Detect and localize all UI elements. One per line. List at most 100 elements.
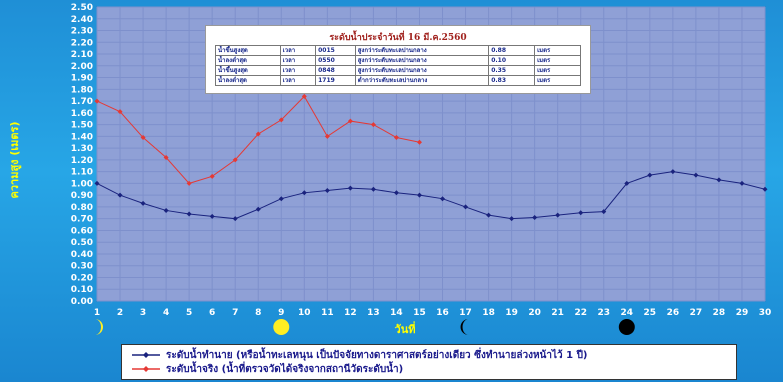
x-axis-title: วันที่: [395, 321, 416, 336]
x-tick-label: 1: [94, 308, 100, 318]
data-point: [762, 186, 768, 192]
x-tick-label: 9: [278, 308, 284, 318]
x-tick-label: 8: [255, 308, 261, 318]
data-point: [278, 196, 284, 202]
x-tick-label: 3: [140, 308, 146, 318]
x-tick-label: 18: [482, 308, 495, 318]
x-tick-label: 6: [209, 308, 215, 318]
data-point: [117, 109, 123, 115]
data-point: [393, 135, 399, 141]
table-cell: เมตร: [534, 55, 581, 66]
data-point: [532, 215, 538, 221]
y-tick-label: 0.30: [71, 262, 93, 272]
x-tick-label: 27: [690, 308, 703, 318]
data-point: [624, 180, 630, 186]
table-cell: เวลา: [279, 75, 317, 86]
moon-phase-markers: [95, 319, 635, 335]
table-cell: สูงกว่าระดับทะเลปานกลาง: [354, 45, 490, 56]
data-point: [94, 180, 100, 186]
table-cell: 0015: [315, 45, 356, 56]
table-cell: น้ำลงต่ำสุด: [215, 75, 281, 86]
data-point: [232, 157, 238, 163]
y-tick-label: 1.60: [71, 109, 93, 119]
y-tick-label: 0.70: [71, 215, 93, 225]
data-point: [393, 190, 399, 196]
new-moon-icon: [618, 319, 635, 335]
data-point: [440, 196, 446, 202]
data-point: [716, 177, 722, 183]
data-point: [347, 118, 353, 124]
x-tick-label: 15: [413, 308, 426, 318]
data-point: [463, 204, 469, 210]
table-cell: เมตร: [534, 75, 581, 86]
y-tick-label: 0.90: [71, 191, 93, 201]
data-point: [693, 172, 699, 178]
y-tick-label: 0.10: [71, 285, 93, 295]
y-tick-label: 1.30: [71, 144, 93, 154]
y-tick-label: 2.20: [71, 38, 93, 48]
y-tick-label: 1.00: [71, 179, 93, 189]
x-tick-label: 5: [186, 308, 192, 318]
y-tick-label: 2.00: [71, 62, 93, 72]
table-cell: 0.10: [488, 55, 536, 66]
x-tick-label: 28: [713, 308, 726, 318]
data-point: [163, 207, 169, 213]
table-cell: ต่ำกว่าระดับทะเลปานกลาง: [354, 75, 490, 86]
data-point: [255, 131, 261, 137]
y-tick-label: 0.60: [71, 226, 93, 236]
data-point: [232, 216, 238, 222]
x-tick-label: 22: [574, 308, 587, 318]
y-tick-label: 1.70: [71, 97, 93, 107]
table-row: น้ำขึ้นสูงสุด เวลา 0015 สูงกว่าระดับทะเลปาน…: [215, 45, 581, 56]
table-row: น้ำลงต่ำสุด เวลา 1719 ต่ำกว่าระดับทะเลปานกล…: [215, 75, 581, 86]
data-point: [186, 211, 192, 217]
data-point: [301, 93, 307, 99]
data-point: [186, 180, 192, 186]
y-tick-label: 0.00: [71, 297, 93, 307]
data-point: [209, 213, 215, 219]
tide-table-title: ระดับน้ำประจำวันที่ 16 มี.ค.2560: [329, 33, 467, 43]
y-axis-title: ความสูง (เมตร): [8, 122, 22, 199]
data-point: [555, 212, 561, 218]
legend-marker-predicted: [132, 352, 160, 358]
x-tick-label: 11: [321, 308, 334, 318]
x-tick-label: 25: [644, 308, 657, 318]
x-tick-label: 24: [621, 308, 634, 318]
table-cell: สูงกว่าระดับทะเลปานกลาง: [354, 55, 490, 66]
table-cell: น้ำลงต่ำสุด: [215, 55, 281, 66]
data-point: [509, 216, 515, 222]
table-cell: สูงกว่าระดับทะเลปานกลาง: [354, 65, 490, 76]
y-tick-label: 0.50: [71, 238, 93, 248]
x-tick-label: 10: [298, 308, 311, 318]
full-moon-icon: [273, 319, 290, 335]
data-point: [370, 186, 376, 192]
y-axis-ticks: 0.00 0.10 0.200.30 0.40 0.50 0.600.70 0.80 0.90…: [71, 3, 93, 307]
y-tick-label: 1.20: [71, 156, 93, 166]
data-point: [370, 122, 376, 128]
y-tick-label: 0.40: [71, 250, 93, 260]
table-cell: เวลา: [279, 65, 317, 76]
data-point: [209, 173, 215, 179]
legend-marker-actual: [132, 366, 160, 372]
data-point: [324, 187, 330, 193]
table-cell: เวลา: [279, 55, 317, 66]
x-tick-label: 21: [551, 308, 564, 318]
data-point: [94, 98, 100, 104]
y-tick-label: 2.50: [71, 3, 93, 13]
data-point: [416, 139, 422, 145]
x-tick-label: 23: [597, 308, 610, 318]
x-axis-ticks: 1 2 3 4 5 6 7 8 9 10 11 12 13 14 15 16 17 18 19 20 21 22 23 24 2…: [94, 308, 771, 318]
series-line-predicted: [96, 171, 766, 220]
table-row: น้ำลงต่ำสุด เวลา 0550 สูงกว่าระดับทะเลปานกล…: [215, 55, 581, 66]
x-tick-label: 2: [117, 308, 123, 318]
table-cell: น้ำขึ้นสูงสุด: [215, 45, 281, 56]
x-tick-label: 26: [667, 308, 680, 318]
x-tick-label: 12: [344, 308, 357, 318]
first-quarter-moon-icon: [95, 319, 103, 335]
data-point: [739, 180, 745, 186]
data-point: [578, 210, 584, 216]
table-cell: เวลา: [279, 45, 317, 56]
y-tick-label: 2.10: [71, 50, 93, 60]
data-point: [255, 206, 261, 212]
y-tick-label: 1.10: [71, 168, 93, 178]
